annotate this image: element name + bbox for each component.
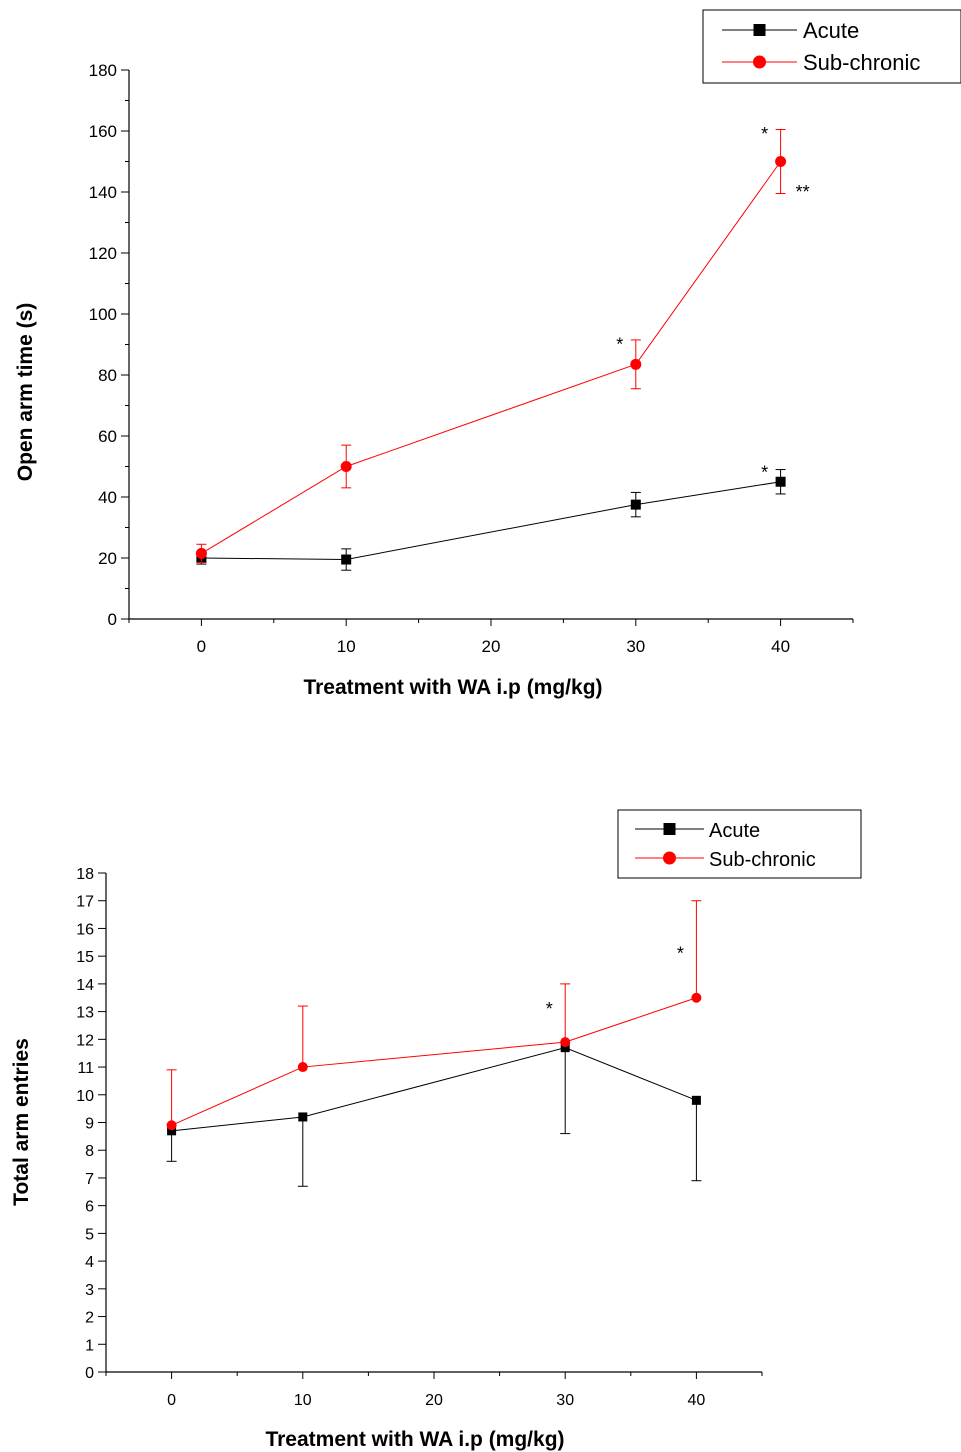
y-tick-label: 80 bbox=[98, 366, 117, 385]
y-tick-label: 11 bbox=[77, 1060, 94, 1077]
x-tick-label: 0 bbox=[167, 1392, 176, 1409]
data-point bbox=[167, 1126, 177, 1136]
legend: Acute Sub-chronic bbox=[617, 809, 862, 879]
x-tick-label: 20 bbox=[425, 1392, 443, 1409]
significance-marker: * bbox=[761, 124, 768, 144]
legend-marker bbox=[663, 823, 676, 835]
data-point bbox=[775, 476, 786, 487]
y-tick-label: 20 bbox=[98, 549, 117, 568]
legend: Acute Sub-chronic bbox=[702, 9, 961, 84]
y-tick-label: 7 bbox=[85, 1171, 94, 1188]
y-tick-label: 2 bbox=[85, 1310, 94, 1327]
legend-box bbox=[702, 9, 961, 84]
series-line bbox=[201, 161, 782, 554]
x-tick-label: 20 bbox=[482, 637, 501, 656]
data-point bbox=[298, 1112, 308, 1122]
y-tick-label: 60 bbox=[98, 427, 117, 446]
legend-marker bbox=[663, 851, 676, 865]
data-point bbox=[691, 1095, 701, 1105]
data-point bbox=[340, 461, 352, 472]
series-acute bbox=[166, 1043, 702, 1187]
significance-marker: * bbox=[677, 944, 684, 964]
x-tick-label: 0 bbox=[197, 637, 206, 656]
series-line bbox=[171, 997, 697, 1126]
legend-label: Sub-chronic bbox=[709, 849, 816, 871]
data-point bbox=[630, 499, 641, 510]
x-tick-label: 40 bbox=[771, 637, 790, 656]
x-tick-label: 40 bbox=[688, 1392, 706, 1409]
legend-marker bbox=[753, 24, 766, 36]
data-point bbox=[341, 554, 352, 565]
x-tick-label: 30 bbox=[626, 637, 645, 656]
y-tick-label: 0 bbox=[85, 1365, 94, 1382]
legend-label: Acute bbox=[803, 18, 859, 43]
series-sub-chronic bbox=[195, 128, 787, 564]
data-point bbox=[560, 1037, 571, 1048]
y-tick-label: 12 bbox=[76, 1032, 94, 1049]
y-axis-title: Total arm entries bbox=[10, 1038, 33, 1206]
data-point bbox=[630, 358, 642, 370]
x-axis-title: Treatment with WA i.p (mg/kg) bbox=[265, 1428, 564, 1451]
x-axis-title: Treatment with WA i.p (mg/kg) bbox=[303, 676, 602, 699]
data-point bbox=[775, 156, 787, 167]
data-point bbox=[691, 992, 702, 1003]
y-tick-label: 1 bbox=[85, 1337, 94, 1354]
data-point bbox=[195, 547, 207, 559]
x-tick-label: 30 bbox=[556, 1392, 574, 1409]
y-tick-label: 15 bbox=[76, 949, 94, 966]
data-point bbox=[560, 1043, 570, 1053]
data-point bbox=[297, 1062, 308, 1073]
y-tick-label: 100 bbox=[89, 305, 117, 324]
y-tick-label: 18 bbox=[76, 866, 94, 883]
y-axis-title: Open arm time (s) bbox=[14, 303, 37, 482]
y-tick-label: 4 bbox=[85, 1254, 94, 1271]
y-tick-label: 5 bbox=[85, 1226, 94, 1243]
series-sub-chronic bbox=[166, 900, 702, 1131]
x-tick-label: 10 bbox=[294, 1392, 312, 1409]
series-line bbox=[201, 481, 781, 561]
y-tick-label: 40 bbox=[98, 488, 117, 507]
y-tick-label: 3 bbox=[85, 1282, 94, 1299]
significance-marker: * bbox=[616, 334, 623, 354]
y-tick-label: 16 bbox=[76, 921, 94, 938]
significance-marker: ** bbox=[796, 182, 810, 202]
y-tick-label: 160 bbox=[89, 122, 117, 141]
y-tick-label: 10 bbox=[76, 1088, 94, 1105]
legend-label: Acute bbox=[709, 820, 760, 842]
significance-marker: * bbox=[546, 999, 553, 1019]
y-tick-label: 8 bbox=[85, 1143, 94, 1160]
y-tick-label: 14 bbox=[76, 977, 94, 994]
y-tick-label: 17 bbox=[76, 894, 94, 911]
y-tick-label: 180 bbox=[89, 61, 117, 80]
y-tick-label: 13 bbox=[76, 1005, 94, 1022]
legend-box bbox=[617, 809, 862, 879]
significance-marker: * bbox=[761, 463, 768, 483]
y-tick-label: 120 bbox=[89, 244, 117, 263]
y-tick-label: 0 bbox=[108, 610, 117, 629]
series-acute bbox=[196, 469, 786, 571]
y-tick-label: 140 bbox=[89, 183, 117, 202]
legend-marker bbox=[753, 55, 766, 69]
series-line bbox=[171, 1047, 697, 1132]
legend-label: Sub-chronic bbox=[803, 50, 920, 75]
x-tick-label: 10 bbox=[337, 637, 356, 656]
y-tick-label: 6 bbox=[85, 1199, 94, 1216]
y-tick-label: 9 bbox=[85, 1116, 94, 1133]
chart-1: 0 20 40 60 80 100 120 140 160 180 0 10 20 30 40 Treatme… bbox=[14, 9, 961, 699]
data-point bbox=[166, 1120, 177, 1131]
